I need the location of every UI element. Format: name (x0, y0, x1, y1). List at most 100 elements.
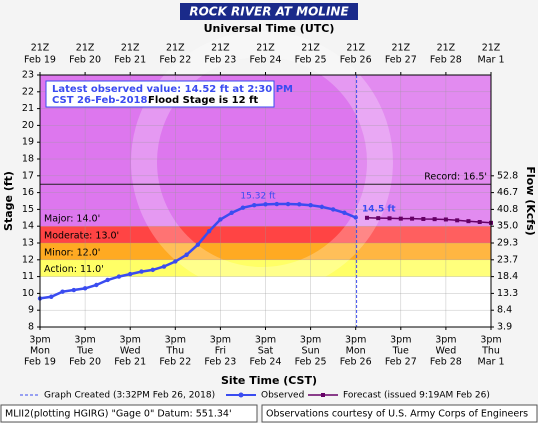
observed-point (195, 242, 201, 247)
x-weekday: Wed (120, 346, 141, 357)
forecast-point (410, 216, 415, 221)
x-date: Feb 19 (24, 357, 56, 368)
x2-date: Feb 22 (159, 55, 191, 66)
y2-tick-label: 52.8 (497, 170, 518, 181)
y2-tick-label: 13.3 (497, 288, 518, 299)
x2-date: Feb 27 (385, 55, 417, 66)
x-weekday: Mon (346, 346, 366, 357)
x-weekday: Thu (165, 346, 184, 357)
y2-tick-label: 46.7 (497, 187, 518, 198)
x2-tick-label: 21Z (211, 43, 230, 54)
y2-tick-label: 8.4 (497, 305, 512, 316)
x-date: Mar 1 (478, 357, 505, 368)
y2-tick-label: 3.9 (497, 322, 512, 333)
flood-stage-text: Flood Stage is 12 ft (148, 95, 258, 106)
x-weekday: Tue (76, 346, 93, 357)
observed-point (71, 287, 77, 293)
observed-point (274, 201, 279, 207)
observed-point (206, 229, 212, 234)
y-tick-label: 18 (22, 154, 34, 165)
legend-label: Forecast (issued 9:19AM Feb 26) (343, 391, 490, 401)
x2-date: Feb 19 (24, 55, 56, 66)
x-tick-label: 3pm (255, 335, 276, 346)
x2-date: Feb 25 (295, 55, 327, 66)
y-tick-label: 8 (28, 322, 34, 333)
x-date: Feb 25 (295, 357, 327, 368)
y-tick-label: 17 (22, 170, 34, 181)
x2-tick-label: 21Z (31, 43, 50, 54)
x-date: Feb 26 (340, 357, 372, 368)
y-tick-label: 14 (22, 221, 34, 232)
observed-point (342, 210, 347, 215)
x2-title: Universal Time (UTC) (204, 22, 335, 35)
footer-left: MLII2(plotting HGIRG) "Gage 0" Datum: 55… (5, 409, 232, 420)
observed-point (173, 259, 178, 264)
observed-point (263, 202, 268, 207)
forecast-point (376, 216, 381, 221)
observed-point (252, 203, 257, 208)
observed-point (240, 205, 246, 210)
x2-tick-label: 21Z (76, 43, 95, 54)
observed-point (353, 215, 358, 220)
footer-box (0, 404, 258, 423)
x-date: Feb 22 (159, 357, 191, 368)
forecast-point (466, 219, 471, 224)
x2-tick-label: 21Z (346, 43, 365, 54)
x2-tick-label: 21Z (391, 43, 410, 54)
y-tick-label: 22 (22, 86, 34, 97)
x2-tick-label: 21Z (166, 43, 185, 54)
x2-tick-label: 21Z (437, 43, 456, 54)
footer-box (261, 404, 538, 423)
y-title: Stage (ft) (2, 171, 15, 231)
x-date: Feb 21 (114, 357, 146, 368)
x2-tick-label: 21Z (482, 43, 501, 54)
y-tick-label: 10 (22, 288, 34, 299)
y-tick-label: 20 (22, 120, 34, 131)
flood-label: Minor: 12.0' (44, 247, 100, 258)
x-date: Feb 23 (204, 357, 236, 368)
observed-point (116, 274, 122, 279)
x-weekday: Sat (258, 346, 274, 357)
x-weekday: Thu (481, 346, 500, 357)
flood-label: Moderate: 13.0' (44, 231, 119, 242)
x-tick-label: 3pm (300, 335, 321, 346)
observed-point (285, 201, 291, 207)
y2-tick-label: 18.4 (497, 271, 518, 282)
x-tick-label: 3pm (120, 335, 141, 346)
observed-point (82, 286, 88, 291)
y2-tick-label: 35.0 (497, 221, 518, 232)
x2-tick-label: 21Z (301, 43, 320, 54)
x2-tick-label: 21Z (121, 43, 140, 54)
info-text: CST 26-Feb-2018. (52, 95, 151, 106)
observed-point (229, 210, 234, 215)
forecast-point (443, 217, 448, 222)
x2-date: Feb 20 (69, 55, 101, 66)
y-tick-label: 9 (28, 305, 34, 316)
forecast-point (477, 220, 482, 224)
observed-point (49, 294, 54, 299)
forecast-label: 14.5 ft (362, 205, 396, 215)
x2-date: Feb 23 (204, 55, 236, 66)
y-tick-label: 12 (22, 254, 34, 265)
observed-point (184, 252, 189, 257)
x-tick-label: 3pm (29, 335, 50, 346)
x2-date: Feb 24 (250, 55, 282, 66)
forecast-point (364, 215, 369, 220)
noaa-watermark (131, 31, 393, 293)
y-tick-label: 19 (22, 137, 34, 148)
observed-point (128, 271, 133, 277)
observed-point (161, 264, 167, 269)
x-title: Site Time (CST) (221, 374, 317, 387)
x-tick-label: 3pm (390, 335, 411, 346)
observed-point (218, 217, 223, 222)
x2-date: Mar 1 (478, 55, 505, 66)
x-weekday: Wed (436, 346, 457, 357)
y-tick-label: 21 (22, 103, 34, 114)
observed-point (319, 204, 325, 210)
observed-point (330, 207, 336, 212)
x-date: Feb 24 (250, 357, 282, 368)
y-tick-label: 11 (22, 271, 34, 282)
info-box (45, 80, 275, 108)
observed-point (94, 282, 99, 288)
